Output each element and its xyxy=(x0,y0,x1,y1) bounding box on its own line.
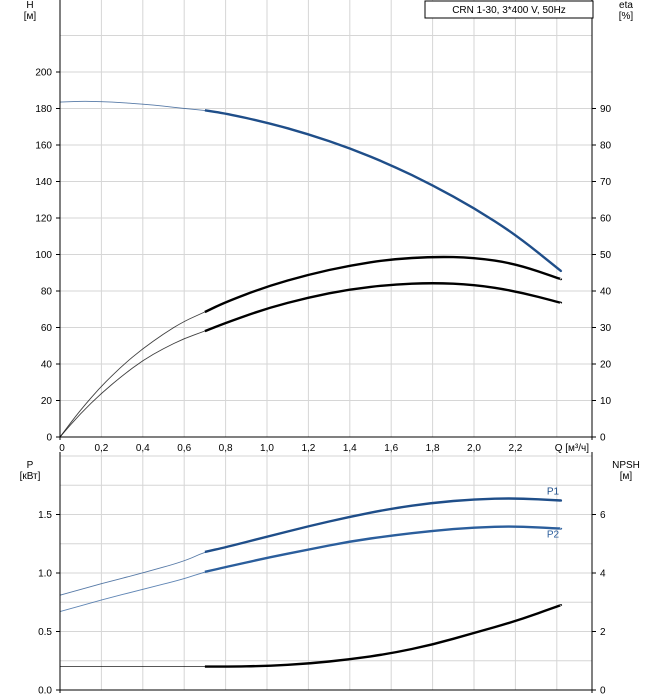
bot-left-tick-label: 0.0 xyxy=(38,686,52,697)
bot-series-2-full-line xyxy=(59,604,562,668)
top-left-tick-label: 180 xyxy=(35,104,52,115)
bot-series-0-operating-line xyxy=(204,497,563,554)
bot-left-axis-label: P xyxy=(27,460,34,471)
top-x-tick-label: 0,4 xyxy=(136,443,150,454)
top-right-tick-label: 60 xyxy=(600,214,612,225)
top-x-tick-label: 1,8 xyxy=(426,443,440,454)
legend-box xyxy=(424,0,594,19)
top-right-tick-label: 90 xyxy=(600,104,612,115)
top-right-tick-label: 80 xyxy=(600,141,612,152)
top-right-tick-label: 0 xyxy=(600,433,606,444)
bot-series-1-full-line xyxy=(59,526,562,613)
top-x-tick-label: 2,0 xyxy=(467,443,481,454)
bot-series-0-full-line xyxy=(59,498,562,596)
bot-series-0-name: P1 xyxy=(547,486,560,497)
top-panel-series xyxy=(59,100,563,438)
bot-left-tick-label: 1.5 xyxy=(38,510,52,521)
bot-left-axis-unit: [кВт] xyxy=(20,471,41,482)
bot-right-axis-unit: [м] xyxy=(620,471,633,482)
top-right-tick-label: 40 xyxy=(600,287,612,298)
top-series-2-full-line xyxy=(59,282,562,438)
top-panel-frame xyxy=(56,0,596,440)
top-left-tick-label: 120 xyxy=(35,214,52,225)
top-right-tick-label: 10 xyxy=(600,396,612,407)
top-left-tick-label: 160 xyxy=(35,141,52,152)
bot-series-1-name: P2 xyxy=(547,530,560,541)
top-left-tick-label: 140 xyxy=(35,177,52,188)
top-x-tick-label: 1,6 xyxy=(384,443,398,454)
top-series-2-operating-line xyxy=(204,282,563,333)
top-x-tick-label: 0 xyxy=(59,443,65,454)
bot-series-2-operating-line xyxy=(204,603,563,668)
top-left-axis-unit: [м] xyxy=(24,11,37,22)
top-x-tick-label: 0,2 xyxy=(94,443,108,454)
bottom-panel-series xyxy=(59,497,563,668)
bot-right-axis-label: NPSH xyxy=(612,460,640,471)
top-x-tick-label: 1,4 xyxy=(343,443,357,454)
top-x-tick-label: 0,8 xyxy=(219,443,233,454)
bottom-panel-grid xyxy=(59,452,592,691)
bot-left-tick-label: 1.0 xyxy=(38,569,52,580)
bot-right-tick-label: 0 xyxy=(600,686,606,697)
axis-labels: 0204060801001201401601802000102030405060… xyxy=(20,0,640,697)
top-x-tick-label: 1,2 xyxy=(301,443,315,454)
bot-series-1-operating-line xyxy=(204,525,563,573)
top-left-tick-label: 100 xyxy=(35,250,52,261)
top-left-tick-label: 40 xyxy=(41,360,53,371)
bottom-panel-frame xyxy=(56,452,596,693)
top-right-tick-label: 70 xyxy=(600,177,612,188)
top-series-1-full-line xyxy=(59,256,562,438)
top-x-tick-label: 2,2 xyxy=(508,443,522,454)
top-series-1-operating-line xyxy=(204,255,563,314)
top-right-tick-label: 20 xyxy=(600,360,612,371)
top-x-tick-label: 1,0 xyxy=(260,443,274,454)
top-x-tick-label: 0,6 xyxy=(177,443,191,454)
top-left-tick-label: 60 xyxy=(41,323,53,334)
top-panel-grid xyxy=(59,0,592,438)
top-x-axis-label: Q [м³/ч] xyxy=(555,443,590,454)
top-left-tick-label: 200 xyxy=(35,68,52,79)
top-series-0-operating-line xyxy=(204,109,563,273)
legend-box-text: CRN 1-30, 3*400 V, 50Hz xyxy=(452,5,566,16)
bot-left-tick-label: 0.5 xyxy=(38,627,52,638)
bot-right-tick-label: 2 xyxy=(600,627,606,638)
bot-right-tick-label: 4 xyxy=(600,569,606,580)
top-left-tick-label: 0 xyxy=(46,433,52,444)
top-right-axis-label: eta xyxy=(619,0,633,11)
bot-right-tick-label: 6 xyxy=(600,510,606,521)
top-left-axis-label: H xyxy=(26,0,33,11)
top-left-tick-label: 80 xyxy=(41,287,53,298)
top-right-tick-label: 50 xyxy=(600,250,612,261)
top-series-0-full-line xyxy=(59,100,562,272)
top-left-tick-label: 20 xyxy=(41,396,53,407)
top-right-tick-label: 30 xyxy=(600,323,612,334)
top-right-axis-unit: [%] xyxy=(619,11,634,22)
